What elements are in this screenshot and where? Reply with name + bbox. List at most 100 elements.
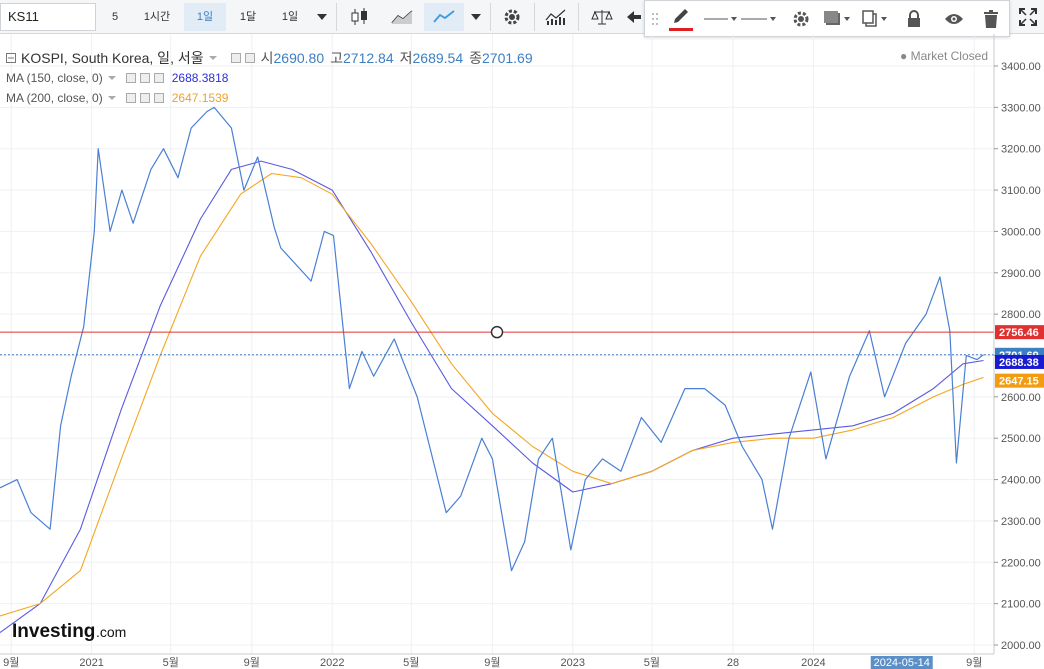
x-tick-label: 9월 (3, 656, 19, 669)
x-tick-label: 2023 (561, 657, 585, 669)
line-width-button[interactable] (703, 1, 739, 36)
compare-button[interactable] (582, 3, 622, 31)
brand-logo: Investing (12, 621, 95, 642)
line-chart-button[interactable] (424, 3, 464, 31)
chart-type-dropdown[interactable] (464, 3, 488, 31)
line-style-button[interactable] (739, 1, 779, 36)
candlestick-button[interactable] (340, 3, 380, 31)
ma200-value: 2647.1539 (171, 91, 229, 105)
ma150-price-label-bg (995, 354, 1044, 369)
series-title: KOSPI, South Korea, 일, 서울 (21, 50, 204, 66)
drag-handle[interactable] (649, 1, 661, 36)
fullscreen-button[interactable] (1012, 3, 1044, 31)
visibility-button[interactable] (937, 1, 971, 36)
indicators-icon (545, 9, 566, 25)
main-series-legend[interactable]: KOSPI, South Korea, 일, 서울 시 2690.80 고 2712… (6, 48, 533, 68)
symbol-input[interactable]: KS11 (0, 3, 96, 31)
y-tick-label: 3300.00 (1001, 102, 1041, 114)
ma200-price-label: 2647.15 (999, 376, 1039, 388)
chevron-down-icon[interactable] (107, 96, 116, 100)
ma150-series-line (0, 160, 984, 634)
template-button[interactable] (821, 1, 855, 36)
pencil-icon (674, 9, 688, 23)
y-tick-label: 2200.00 (1001, 557, 1041, 569)
gear-icon (793, 11, 809, 26)
gear-icon[interactable] (139, 93, 150, 103)
y-tick-label: 3100.00 (1001, 185, 1041, 197)
line-handle[interactable] (490, 325, 504, 339)
eye-icon (945, 13, 963, 24)
eye-icon[interactable] (125, 73, 136, 83)
chevron-down-icon (317, 14, 327, 20)
market-status: ● Market Closed (900, 49, 988, 63)
gear-icon (504, 9, 520, 25)
x-tick-label: 5월 (644, 656, 660, 669)
area-chart-icon (391, 10, 413, 24)
drawing-toolbar (644, 0, 1010, 37)
ma200-series-line (0, 172, 984, 617)
delete-button[interactable] (975, 1, 1007, 36)
fullscreen-icon (1019, 8, 1037, 26)
low-value: 2689.54 (412, 50, 464, 66)
close-value: 2701.69 (482, 50, 533, 66)
arrow-left-icon (627, 11, 641, 23)
close-icon[interactable] (153, 93, 164, 103)
interval-5[interactable]: 5 (111, 11, 119, 23)
interval-1h[interactable]: 1시간 (143, 11, 171, 23)
area-chart-button[interactable] (382, 3, 422, 31)
drawing-settings-button[interactable] (785, 1, 817, 36)
x-tick-label: 9월 (244, 656, 260, 669)
crosshair-date-label: 2024-05-14 (874, 657, 930, 669)
trash-icon (984, 9, 998, 28)
grid (0, 34, 994, 654)
high-value: 2712.84 (343, 50, 394, 66)
chevron-down-icon[interactable] (208, 56, 217, 60)
chevron-down-icon (471, 14, 481, 20)
gear-icon[interactable] (139, 73, 150, 83)
gear-icon[interactable] (244, 53, 255, 63)
ma200-legend[interactable]: MA (200, close, 0) 2647.1539 (6, 91, 228, 105)
x-tick-label: 2024 (801, 657, 825, 669)
open-value: 2690.80 (273, 50, 325, 66)
settings-button[interactable] (492, 3, 532, 31)
drag-handle-icon (652, 12, 658, 25)
eye-icon[interactable] (230, 53, 241, 63)
clone-button[interactable] (859, 1, 893, 36)
price-series-line (0, 106, 984, 572)
open-label: 시 (260, 50, 274, 66)
x-tick-label: 2021 (79, 657, 103, 669)
x-tick-label: 28 (727, 657, 739, 669)
lock-icon (908, 9, 920, 27)
indicators-button[interactable] (536, 3, 576, 31)
close-icon[interactable] (153, 73, 164, 83)
x-tick-label: 9월 (966, 656, 982, 669)
collapse-icon[interactable] (6, 53, 16, 63)
ma150-legend[interactable]: MA (150, close, 0) 2688.3818 (6, 71, 228, 85)
lock-button[interactable] (899, 1, 929, 36)
horizontal-line-layer[interactable] (0, 325, 994, 339)
scale-icon (591, 10, 613, 25)
y-tick-label: 2900.00 (1001, 268, 1041, 280)
x-tick-label: 2022 (320, 657, 344, 669)
interval-dropdown-toggle[interactable] (310, 3, 334, 31)
interval-1d[interactable]: 1일 (184, 3, 226, 31)
high-label: 고 (330, 50, 343, 66)
time-axis[interactable]: 9월 2021 5월 9월 2022 5월 9월 2023 5월 28 2024 2024-05-14… (3, 656, 982, 669)
brand-logo-suffix: .com (96, 624, 126, 640)
undo-button[interactable] (624, 3, 644, 31)
chevron-down-icon[interactable] (107, 76, 116, 80)
y-tick-label: 2300.00 (1001, 516, 1041, 528)
eye-icon[interactable] (125, 93, 136, 103)
ma150-value: 2688.3818 (171, 71, 229, 85)
interval-1m[interactable]: 1달 (239, 11, 257, 23)
clone-icon (862, 9, 887, 27)
interval-dropdown-value[interactable]: 1일 (281, 11, 299, 23)
ma200-label: MA (200, close, 0) (6, 91, 103, 105)
close-label: 종 (469, 50, 482, 66)
x-tick-label: 5월 (163, 656, 179, 669)
template-icon (824, 10, 850, 25)
line-color-button[interactable] (663, 1, 699, 36)
market-status-text: Market Closed (910, 49, 988, 63)
